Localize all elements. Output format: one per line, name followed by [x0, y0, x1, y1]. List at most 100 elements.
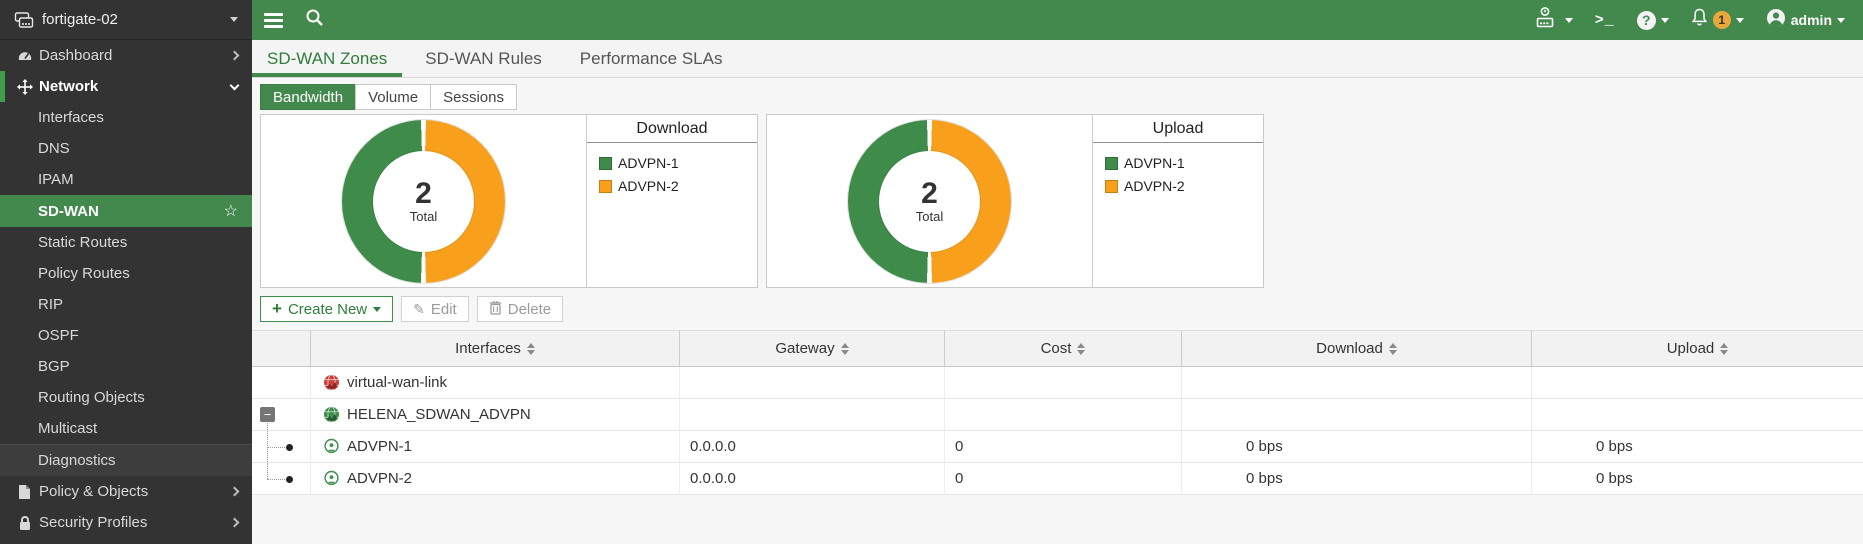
- hamburger-menu-icon[interactable]: [264, 12, 283, 28]
- download-legend: Download ADVPN-1 ADVPN-2: [586, 115, 757, 287]
- delete-button[interactable]: Delete: [476, 296, 564, 322]
- chevron-down-icon: [229, 80, 240, 90]
- bell-icon: [1691, 8, 1708, 32]
- notifications-menu[interactable]: 1: [1691, 8, 1744, 32]
- sidebar-item-interfaces[interactable]: Interfaces: [0, 102, 252, 133]
- legend-item[interactable]: ADVPN-2: [599, 178, 745, 194]
- donut-ring: 2 Total: [342, 119, 505, 283]
- column-header-gateway[interactable]: Gateway: [680, 330, 945, 367]
- fortigate-device-icon: [14, 11, 34, 29]
- plus-icon: +: [272, 299, 282, 318]
- sidebar-item-rip[interactable]: RIP: [0, 289, 252, 320]
- sidebar-item-dashboard[interactable]: Dashboard: [0, 40, 252, 71]
- table-row-virtual-wan-link[interactable]: virtual-wan-link: [252, 367, 1863, 399]
- column-header-cost[interactable]: Cost: [945, 330, 1182, 367]
- sidebar-item-security-profiles[interactable]: Security Profiles: [0, 507, 252, 538]
- device-selector[interactable]: fortigate-02: [0, 0, 252, 40]
- gauge-icon: [16, 48, 33, 64]
- chevron-down-icon: [1564, 17, 1573, 23]
- upload-cell: [1532, 399, 1863, 431]
- row-name-cell: ADVPN-2: [311, 463, 680, 495]
- device-status-menu[interactable]: [1536, 6, 1573, 34]
- row-expand-cell: −: [252, 399, 311, 431]
- table-toolbar: + Create New ✎ Edit: [260, 296, 1855, 322]
- column-label: Interfaces: [455, 340, 521, 357]
- tab-performance-slas[interactable]: Performance SLAs: [565, 40, 738, 77]
- sidebar-item-bgp[interactable]: BGP: [0, 351, 252, 382]
- edit-button[interactable]: ✎ Edit: [401, 296, 469, 322]
- sidebar-nav: Dashboard Network Interfaces DNS IPAM SD…: [0, 40, 252, 544]
- sidebar-item-static-routes[interactable]: Static Routes: [0, 227, 252, 258]
- admin-user-menu[interactable]: admin: [1766, 8, 1845, 33]
- subtab-sessions[interactable]: Sessions: [430, 84, 517, 110]
- appliance-status-icon: [1536, 6, 1560, 34]
- sidebar-item-sdwan[interactable]: SD-WAN ☆: [0, 195, 252, 227]
- help-menu[interactable]: ?: [1636, 10, 1669, 30]
- trash-icon: [489, 300, 502, 319]
- legend-label: ADVPN-2: [1124, 178, 1185, 194]
- topbar-right-cluster: >_ ? 1: [1536, 6, 1845, 34]
- chevron-down-icon: [373, 306, 382, 312]
- sidebar-item-label: DNS: [38, 140, 70, 157]
- metric-subtabs: Bandwidth Volume Sessions: [260, 84, 1855, 110]
- legend-item[interactable]: ADVPN-2: [1105, 178, 1251, 194]
- tab-sdwan-rules[interactable]: SD-WAN Rules: [410, 40, 557, 77]
- chevron-down-icon: [230, 17, 238, 22]
- sort-icon: [1388, 342, 1397, 355]
- download-cell: 0 bps: [1182, 431, 1532, 463]
- column-header-interfaces[interactable]: Interfaces: [311, 330, 680, 367]
- sidebar-item-multicast[interactable]: Multicast: [0, 413, 252, 444]
- row-name-cell: virtual-wan-link: [311, 367, 680, 399]
- sidebar: fortigate-02 Dashboard Network: [0, 0, 252, 544]
- sidebar-item-label: SD-WAN: [38, 202, 99, 220]
- download-chart-panel: 2 Total Download ADVPN-1 A: [260, 114, 758, 288]
- tunnel-interface-icon: [323, 470, 340, 487]
- cli-console-button[interactable]: >_: [1595, 12, 1615, 29]
- cost-cell: [945, 399, 1182, 431]
- legend-item[interactable]: ADVPN-1: [599, 155, 745, 171]
- sidebar-item-ospf[interactable]: OSPF: [0, 320, 252, 351]
- create-new-button[interactable]: + Create New: [260, 296, 394, 322]
- tab-sdwan-zones[interactable]: SD-WAN Zones: [252, 40, 402, 77]
- sidebar-item-ipam[interactable]: IPAM: [0, 164, 252, 195]
- table-row-advpn-2[interactable]: ADVPN-2 0.0.0.0 0 0 bps 0 bps: [252, 463, 1863, 495]
- table-row-helena-sdwan-advpn[interactable]: − HELENA_SDWAN_ADVPN: [252, 399, 1863, 431]
- sort-icon: [840, 342, 849, 355]
- sidebar-item-policy-objects[interactable]: Policy & Objects: [0, 476, 252, 507]
- tree-line: [267, 447, 289, 448]
- subtab-bandwidth[interactable]: Bandwidth: [260, 84, 357, 110]
- sidebar-item-label: Static Routes: [38, 234, 128, 251]
- legend-swatch-green: [599, 156, 612, 170]
- legend-swatch-orange: [599, 179, 612, 193]
- gateway-cell: [680, 367, 945, 399]
- donut-total-value: 2: [921, 176, 938, 210]
- sidebar-item-routing-objects[interactable]: Routing Objects: [0, 382, 252, 413]
- table-row-advpn-1[interactable]: ADVPN-1 0.0.0.0 0 0 bps 0 bps: [252, 431, 1863, 463]
- legend-item[interactable]: ADVPN-1: [1105, 155, 1251, 171]
- download-donut-chart[interactable]: 2 Total: [261, 115, 586, 287]
- sidebar-item-network[interactable]: Network: [0, 71, 252, 102]
- device-name: fortigate-02: [42, 11, 118, 28]
- upload-donut-chart[interactable]: 2 Total: [767, 115, 1092, 287]
- donut-ring: 2 Total: [848, 119, 1011, 283]
- tree-line: [267, 423, 268, 430]
- subtab-label: Sessions: [443, 88, 504, 106]
- sidebar-item-dns[interactable]: DNS: [0, 133, 252, 164]
- tree-line: [267, 479, 289, 480]
- legend-title: Upload: [1093, 115, 1263, 143]
- sidebar-item-diagnostics[interactable]: Diagnostics: [0, 445, 252, 476]
- column-header-upload[interactable]: Upload: [1532, 330, 1863, 367]
- sort-icon: [1077, 342, 1086, 355]
- cost-cell: [945, 367, 1182, 399]
- lock-icon: [16, 515, 33, 531]
- column-header-download[interactable]: Download: [1182, 330, 1532, 367]
- search-icon[interactable]: [305, 8, 324, 32]
- sidebar-item-policy-routes[interactable]: Policy Routes: [0, 258, 252, 289]
- delete-label: Delete: [507, 300, 552, 318]
- row-expand-cell: [252, 431, 311, 463]
- favorite-star-icon[interactable]: ☆: [223, 203, 238, 220]
- collapse-minus-icon[interactable]: −: [260, 407, 275, 422]
- sidebar-item-label: Multicast: [38, 420, 98, 437]
- sidebar-item-label: Dashboard: [39, 47, 113, 64]
- subtab-volume[interactable]: Volume: [355, 84, 432, 110]
